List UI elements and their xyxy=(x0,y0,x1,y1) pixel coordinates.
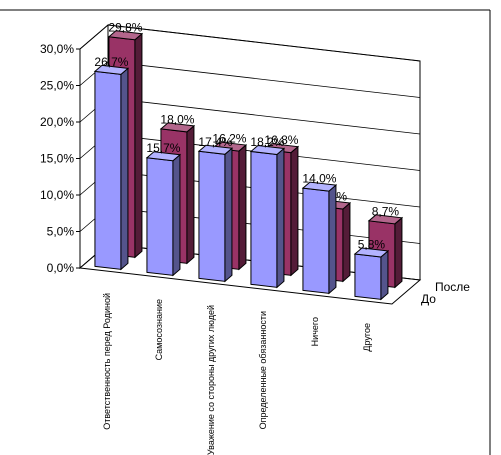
bar-top xyxy=(107,30,144,41)
grid-line xyxy=(79,61,421,98)
value-label: 16,8% xyxy=(264,133,298,147)
bar-side xyxy=(394,216,403,289)
bar-top xyxy=(367,214,404,225)
bar-side xyxy=(328,184,337,295)
bar-side xyxy=(276,147,285,289)
x-tick-label: Ничего xyxy=(310,317,320,346)
y-tick-label: 15,0% xyxy=(40,152,74,166)
bar-side xyxy=(342,201,351,283)
depth-label: После xyxy=(435,280,470,294)
bar-side xyxy=(238,143,247,271)
bar xyxy=(249,144,286,289)
bar-front xyxy=(198,150,226,282)
bar-front xyxy=(250,150,278,288)
bar xyxy=(301,181,338,295)
bar-side xyxy=(380,249,389,301)
bar-front xyxy=(146,157,174,276)
value-label: 17,4% xyxy=(198,135,232,149)
bar-top xyxy=(353,247,390,258)
bar xyxy=(145,151,182,277)
value-label: 14,0% xyxy=(302,172,336,186)
bar-side xyxy=(186,124,195,265)
bar-top xyxy=(159,122,196,133)
bar-side xyxy=(224,147,233,283)
value-label: 15,7% xyxy=(146,141,180,155)
y-tick-label: 25,0% xyxy=(40,79,74,93)
y-tick-label: 20,0% xyxy=(40,115,74,129)
value-label: 18,2% xyxy=(250,135,284,149)
bar-side xyxy=(120,67,129,271)
bar xyxy=(93,64,130,271)
bar-side xyxy=(172,153,181,277)
value-label: 18,0% xyxy=(160,112,194,126)
bar-front xyxy=(354,253,382,300)
bar-top xyxy=(93,64,130,75)
value-label: 29,8% xyxy=(108,20,142,34)
value-label: 8,7% xyxy=(372,204,400,218)
bar-top xyxy=(249,144,286,155)
grid-line xyxy=(79,24,421,62)
x-tick-label: Другое xyxy=(362,323,372,352)
bar xyxy=(353,247,390,301)
bar-top xyxy=(145,151,182,162)
y-tick-label: 0,0% xyxy=(47,261,75,275)
bar-front xyxy=(302,187,330,294)
bar-side xyxy=(290,145,299,277)
bar-front xyxy=(94,70,122,270)
y-tick-label: 5,0% xyxy=(47,225,75,239)
x-tick-label: Самосознание xyxy=(154,299,164,360)
value-label: 26,7% xyxy=(94,55,128,69)
x-tick-label: Определенные обязанности xyxy=(258,311,268,429)
y-tick-label: 10,0% xyxy=(40,188,74,202)
x-tick-label: Ответственность перед Родиной xyxy=(102,293,112,430)
value-label: 16,2% xyxy=(212,132,246,146)
bar-top xyxy=(301,181,338,192)
x-tick-label: Уважение со стороны других людей xyxy=(206,305,216,455)
bar xyxy=(197,144,234,283)
depth-label: До xyxy=(421,292,436,306)
bar-side xyxy=(134,32,143,259)
y-tick-label: 30,0% xyxy=(40,42,74,56)
bar-top xyxy=(197,144,234,155)
value-label: 5,8% xyxy=(358,237,386,251)
